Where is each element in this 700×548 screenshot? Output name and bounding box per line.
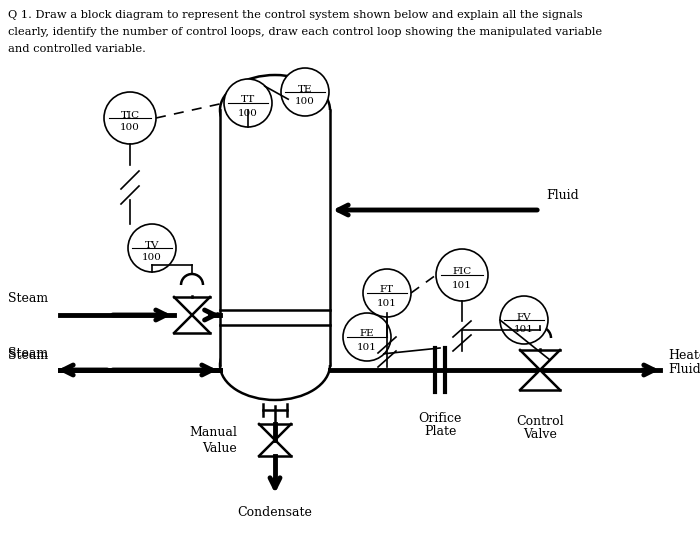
Text: 101: 101 bbox=[514, 326, 534, 334]
Ellipse shape bbox=[220, 330, 330, 400]
Text: TE: TE bbox=[298, 84, 312, 94]
Text: Value: Value bbox=[202, 442, 237, 454]
Text: 101: 101 bbox=[357, 342, 377, 351]
Text: Manual: Manual bbox=[189, 425, 237, 438]
Circle shape bbox=[128, 224, 176, 272]
Text: Condensate: Condensate bbox=[237, 506, 312, 519]
Text: Q 1. Draw a block diagram to represent the control system shown below and explai: Q 1. Draw a block diagram to represent t… bbox=[8, 10, 582, 20]
Text: TT: TT bbox=[241, 95, 255, 105]
Circle shape bbox=[224, 79, 272, 127]
Text: TIC: TIC bbox=[120, 111, 139, 119]
Text: Heated: Heated bbox=[668, 349, 700, 362]
Text: Plate: Plate bbox=[424, 425, 456, 438]
Bar bbox=[220, 110, 330, 365]
Text: Fluid: Fluid bbox=[546, 189, 579, 202]
Text: Steam: Steam bbox=[8, 349, 48, 362]
Circle shape bbox=[363, 269, 411, 317]
Text: FIC: FIC bbox=[452, 267, 472, 277]
Text: 100: 100 bbox=[142, 254, 162, 262]
Text: Valve: Valve bbox=[523, 428, 557, 441]
Circle shape bbox=[281, 68, 329, 116]
Text: 101: 101 bbox=[377, 299, 397, 307]
Circle shape bbox=[104, 92, 156, 144]
Text: TV: TV bbox=[145, 241, 160, 249]
Text: 100: 100 bbox=[120, 123, 140, 133]
Ellipse shape bbox=[220, 75, 330, 145]
Text: Control: Control bbox=[516, 415, 564, 428]
Text: FE: FE bbox=[360, 329, 374, 339]
Circle shape bbox=[500, 296, 548, 344]
Text: FT: FT bbox=[380, 286, 394, 294]
Text: 100: 100 bbox=[238, 109, 258, 117]
Text: 101: 101 bbox=[452, 281, 472, 289]
Text: clearly, identify the number of control loops, draw each control loop showing th: clearly, identify the number of control … bbox=[8, 27, 602, 37]
Text: and controlled variable.: and controlled variable. bbox=[8, 44, 146, 54]
Polygon shape bbox=[174, 297, 210, 333]
Text: FV: FV bbox=[517, 312, 531, 322]
Polygon shape bbox=[520, 350, 560, 390]
Text: Fluid: Fluid bbox=[668, 363, 700, 376]
Circle shape bbox=[436, 249, 488, 301]
Text: 100: 100 bbox=[295, 98, 315, 106]
Circle shape bbox=[343, 313, 391, 361]
Text: Steam: Steam bbox=[8, 347, 48, 360]
Text: Orifice: Orifice bbox=[419, 412, 462, 425]
Text: Steam: Steam bbox=[8, 292, 48, 305]
